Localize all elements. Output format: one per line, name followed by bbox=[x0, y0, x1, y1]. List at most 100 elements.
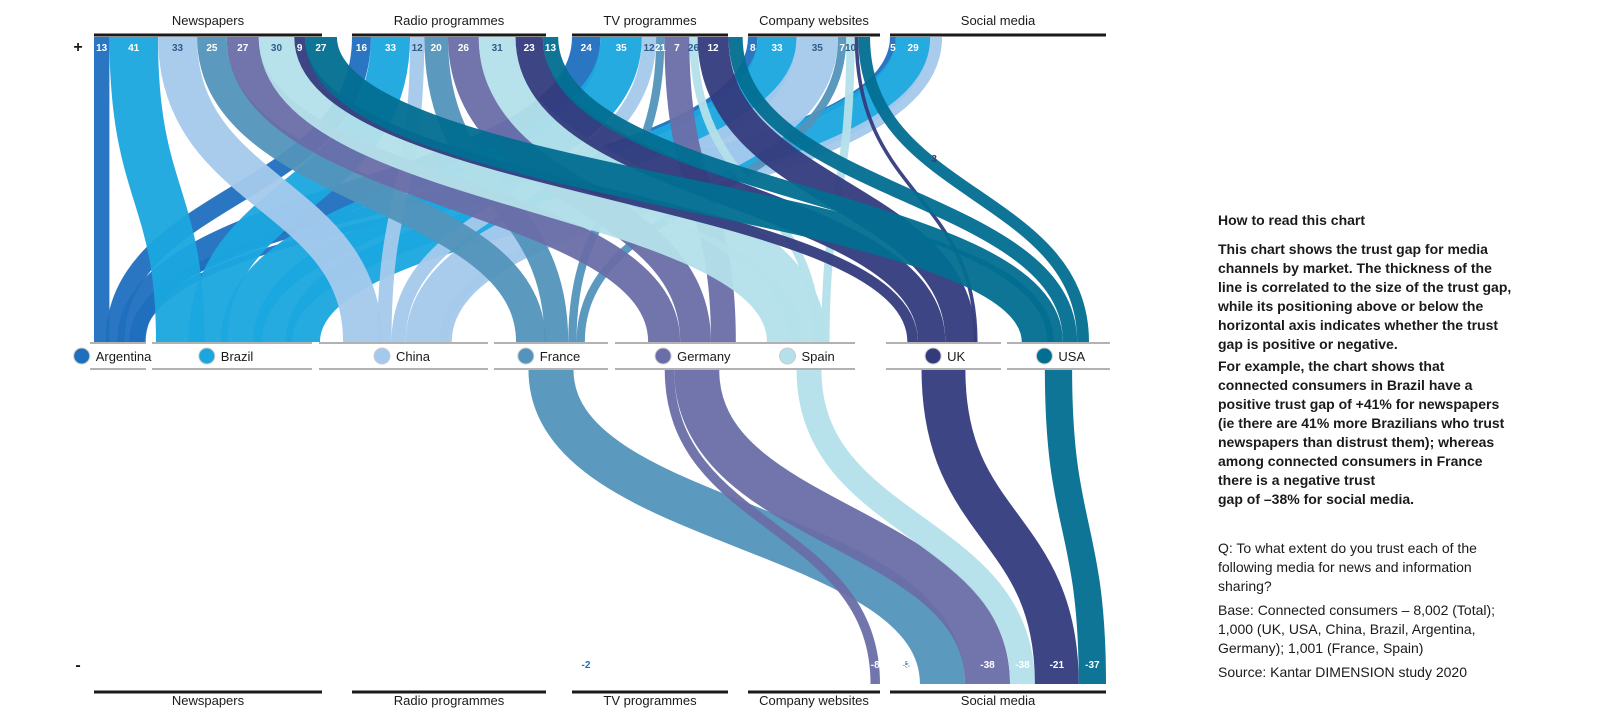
note-paragraph-2-line: among connected consumers in France bbox=[1218, 453, 1483, 469]
note-base-line: Germany); 1,001 (France, Spain) bbox=[1218, 640, 1424, 656]
value-label-bottom: -38 bbox=[1015, 660, 1030, 671]
spain-flag-icon bbox=[779, 347, 796, 365]
usa-flag-icon bbox=[1035, 347, 1053, 365]
value-label-top: 27 bbox=[237, 43, 249, 54]
value-label-top: 12 bbox=[412, 43, 424, 54]
market-band-argentina bbox=[90, 343, 146, 369]
market-band-usa bbox=[1007, 343, 1110, 369]
value-label-bottom: -2 bbox=[582, 660, 591, 671]
channel-label-top: Radio programmes bbox=[394, 13, 505, 28]
channel-label-top: TV programmes bbox=[603, 13, 697, 28]
note-paragraph-1-line: This chart shows the trust gap for media bbox=[1218, 241, 1488, 257]
note-paragraph-2-line: For example, the chart shows that bbox=[1218, 358, 1445, 374]
value-label-top: 33 bbox=[385, 43, 397, 54]
value-label-bottom: -5 bbox=[902, 660, 911, 671]
note-source: Source: Kantar DIMENSION study 2020 bbox=[1218, 664, 1467, 680]
channel-label-bottom: Social media bbox=[961, 693, 1036, 708]
note-paragraph-2-line: positive trust gap of +41% for newspaper… bbox=[1218, 396, 1500, 412]
value-label-top: 24 bbox=[581, 43, 593, 54]
value-label-top: 7 bbox=[674, 43, 680, 54]
axes-layer bbox=[94, 33, 1106, 694]
note-paragraph-1: This chart shows the trust gap for media… bbox=[1218, 240, 1548, 354]
channel-label-bottom: Newspapers bbox=[172, 693, 245, 708]
flow-usa-company-websites bbox=[858, 36, 1089, 343]
market-band-france bbox=[494, 343, 608, 369]
note-paragraph-2-line: there is a negative trust bbox=[1218, 472, 1376, 488]
note-title: How to read this chart bbox=[1218, 212, 1366, 228]
value-label-top: 31 bbox=[492, 43, 504, 54]
flow-germany-newspapers bbox=[226, 35, 681, 344]
note-base: Base: Connected consumers – 8,002 (Total… bbox=[1218, 601, 1548, 658]
value-label-bottom: -8 bbox=[871, 660, 880, 671]
value-label-bottom: -37 bbox=[1085, 660, 1100, 671]
value-label-top: 7 bbox=[839, 43, 845, 54]
market-label-brazil: Brazil bbox=[221, 349, 254, 364]
china-flag-icon bbox=[373, 347, 391, 365]
market-band-germany bbox=[615, 343, 769, 369]
flow-france-newspapers bbox=[197, 36, 546, 343]
value-label-top: 33 bbox=[172, 43, 184, 54]
flow-usa-radio-programmes bbox=[542, 36, 1063, 343]
flow-usa-social-media bbox=[1044, 369, 1106, 685]
market-label-spain: Spain bbox=[802, 349, 835, 364]
value-label-top: 12 bbox=[643, 43, 655, 54]
value-label-top: 8 bbox=[750, 43, 756, 54]
value-label-top: 35 bbox=[616, 43, 628, 54]
value-label-top: 20 bbox=[431, 43, 443, 54]
flows-layer bbox=[93, 35, 1106, 686]
value-label-top: 16 bbox=[356, 43, 368, 54]
flow-uk-social-media bbox=[921, 369, 1079, 685]
value-label-bottom: -23 bbox=[897, 660, 912, 671]
flow-uk-tv-programmes bbox=[697, 36, 977, 343]
note-question-line: sharing? bbox=[1218, 578, 1272, 594]
market-label-china: China bbox=[396, 349, 431, 364]
flow-usa-tv-programmes bbox=[728, 36, 1078, 343]
value-label-inline: 3 bbox=[931, 154, 937, 165]
channel-label-top: Social media bbox=[961, 13, 1036, 28]
value-label-top: 29 bbox=[908, 43, 920, 54]
value-label-top: 27 bbox=[315, 43, 327, 54]
note-paragraph-2-line: gap of –38% for social media. bbox=[1218, 491, 1415, 507]
note-paragraph-1-line: line is correlated to the size of the tr… bbox=[1218, 279, 1512, 295]
note-paragraph-1-line: channels by market. The thickness of the bbox=[1218, 260, 1492, 276]
value-label-top: 25 bbox=[206, 43, 218, 54]
france-flag-icon bbox=[517, 347, 535, 365]
flow-china-newspapers bbox=[157, 36, 383, 343]
note-paragraph-2-line: newspapers than distrust them); whereas bbox=[1218, 434, 1495, 450]
flow-france-social-media bbox=[528, 368, 965, 686]
value-label-top: 30 bbox=[271, 43, 283, 54]
value-label-top: 33 bbox=[771, 43, 783, 54]
value-label-top: 12 bbox=[707, 43, 719, 54]
market-band-spain bbox=[763, 343, 855, 369]
value-label-top: 41 bbox=[128, 43, 140, 54]
value-label-top: 13 bbox=[96, 43, 108, 54]
value-label-top: 21 bbox=[655, 43, 667, 54]
market-label-argentina: Argentina bbox=[96, 349, 152, 364]
flow-spain-newspapers bbox=[258, 35, 803, 344]
labels-layer: Newspapers Newspapers Radio programmes Radi… bbox=[73, 13, 1110, 708]
value-label-top: 26 bbox=[688, 43, 700, 54]
market-band-brazil bbox=[152, 343, 312, 369]
flow-spain-social-media bbox=[796, 369, 1035, 685]
market-label-germany: Germany bbox=[677, 349, 731, 364]
note-paragraph-2-line: (ie there are 41% more Brazilians who tr… bbox=[1218, 415, 1505, 431]
note-question-line: following media for news and information bbox=[1218, 559, 1472, 575]
channel-label-bottom: Radio programmes bbox=[394, 693, 505, 708]
market-band-uk bbox=[886, 343, 1001, 369]
positive-sign: + bbox=[73, 39, 82, 56]
note-base-line: Base: Connected consumers – 8,002 (Total… bbox=[1218, 602, 1496, 618]
note-paragraph-2: For example, the chart shows that connect… bbox=[1218, 357, 1548, 509]
value-label-top: 5 bbox=[890, 43, 896, 54]
market-band-china bbox=[319, 343, 488, 369]
market-label-usa: USA bbox=[1058, 349, 1085, 364]
channel-label-top: Newspapers bbox=[172, 13, 245, 28]
channel-label-top: Company websites bbox=[759, 13, 869, 28]
flow-usa-newspapers bbox=[304, 35, 1054, 344]
value-label-bottom: -38 bbox=[980, 660, 995, 671]
note-base-line: 1,000 (UK, USA, China, Brazil, Argentina… bbox=[1218, 621, 1476, 637]
germany-flag-icon bbox=[654, 347, 672, 365]
channel-label-bottom: TV programmes bbox=[603, 693, 697, 708]
note-paragraph-1-line: while its positioning above or below the bbox=[1218, 298, 1484, 314]
value-label-top: 23 bbox=[524, 43, 536, 54]
